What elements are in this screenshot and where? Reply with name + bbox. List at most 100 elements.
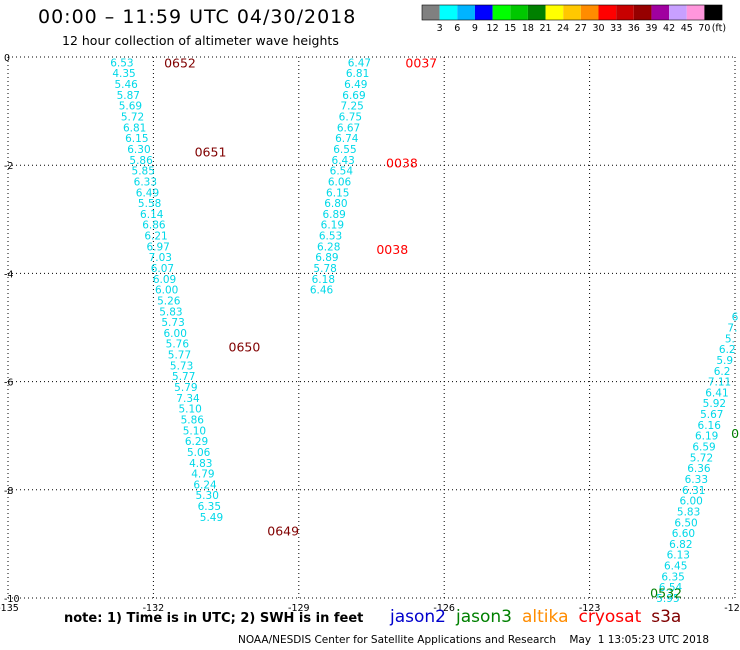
legend-label: 24 xyxy=(557,23,569,34)
wave-height-value: 5.72 xyxy=(121,112,144,124)
wave-height-value: 5.77 xyxy=(168,350,191,362)
wave-height-value: 5.26 xyxy=(157,295,181,307)
map-grid xyxy=(7,56,736,599)
wave-height-value: 6.15 xyxy=(125,133,148,145)
wave-height-value: 5.9 xyxy=(716,355,733,367)
wave-height-value: 7.11 xyxy=(708,377,731,389)
legend-label: 21 xyxy=(540,23,552,34)
y-tick-label: -6 xyxy=(4,378,13,389)
color-legend: 3 6 9 12 15 18 21 24 27 30 33 36 39 42 45 70 (ft) xyxy=(421,4,726,34)
legend-swatch xyxy=(616,5,634,20)
footer-credit: NOAA/NESDIS Center for Satellite Applica… xyxy=(238,634,710,646)
wave-height-value: 6.50 xyxy=(674,517,697,529)
y-tick-label: -8 xyxy=(4,486,13,497)
wave-height-value: 7.25 xyxy=(340,101,363,113)
legend-label: 27 xyxy=(575,23,587,34)
wave-height-value: 5.79 xyxy=(174,382,197,394)
wave-height-value: 7. xyxy=(727,323,737,335)
wave-height-value: 6.35 xyxy=(198,501,221,513)
satellite-tracks: 6.534.355.465.875.695.726.816.156.305.86… xyxy=(110,57,738,605)
legend-swatch xyxy=(545,5,564,20)
wave-height-value: 6.75 xyxy=(339,112,362,124)
legend-label: 30 xyxy=(592,23,604,34)
wave-height-value: 5.69 xyxy=(119,101,142,113)
wave-height-value: 5.86 xyxy=(181,414,205,426)
wave-height-value: 6.31 xyxy=(682,485,705,497)
wave-height-value: 6.33 xyxy=(685,474,708,486)
wave-height-value: 5.10 xyxy=(183,425,206,437)
wave-height-value: 6.19 xyxy=(321,220,344,232)
wave-height-value: 6.46 xyxy=(310,285,334,297)
satellite-altika: altika xyxy=(522,607,569,627)
wave-height-value: 4.35 xyxy=(112,68,135,80)
wave-height-value: 7.03 xyxy=(149,252,172,264)
wave-height-value: 6.82 xyxy=(669,539,692,551)
wave-height-value: 6.74 xyxy=(335,133,359,145)
legend-swatch xyxy=(686,5,705,20)
wave-height-value: 5.46 xyxy=(114,79,138,91)
wave-height-value: 6.14 xyxy=(140,209,164,221)
wave-height-value: 6.00 xyxy=(164,328,187,340)
legend-swatch xyxy=(527,5,546,20)
wave-height-value: 6.18 xyxy=(312,274,335,286)
wave-height-value: 4.79 xyxy=(191,469,214,481)
wave-height-value: 6.2 xyxy=(714,366,731,378)
legend-label: 12 xyxy=(487,23,499,34)
wave-height-value: 6.16 xyxy=(698,420,722,432)
wave-height-value: 5.73 xyxy=(161,317,184,329)
wave-height-value: 6.89 xyxy=(315,252,338,264)
wave-height-value: 6.07 xyxy=(151,263,174,275)
legend-label: 33 xyxy=(610,23,622,34)
wave-height-value: 6.24 xyxy=(193,479,217,491)
legend-label: 45 xyxy=(681,23,693,34)
wave-height-value: 6.49 xyxy=(136,187,159,199)
time-label: 0651 xyxy=(195,145,227,160)
legend-label: 42 xyxy=(663,23,675,34)
wave-height-value: 5.72 xyxy=(690,452,713,464)
wave-height-value: 6.15 xyxy=(326,187,349,199)
time-labels: 0652 0651 0650 0649 0037 0038 0038 0532 0 xyxy=(164,55,739,600)
wave-height-value: 6.59 xyxy=(692,442,715,454)
legend-swatch xyxy=(422,5,440,20)
wave-height-value: 5.85 xyxy=(132,166,155,178)
legend-swatch xyxy=(598,5,617,20)
wave-height-value: 6.81 xyxy=(346,68,369,80)
legend-swatch xyxy=(633,5,652,20)
x-tick-label: -123 xyxy=(579,603,601,614)
wave-height-value: 6.54 xyxy=(330,166,354,178)
time-label: 0649 xyxy=(267,523,299,538)
wave-height-value: 6.33 xyxy=(134,176,157,188)
wave-height-value: 7.34 xyxy=(176,393,200,405)
wave-height-value: 6.35 xyxy=(661,571,684,583)
legend-label: 39 xyxy=(645,23,657,34)
wave-height-value: 5.76 xyxy=(166,339,190,351)
satellite-cryosat: cryosat xyxy=(578,607,642,627)
wave-height-value: 6.30 xyxy=(127,144,150,156)
wave-height-value: 6.06 xyxy=(328,176,352,188)
wave-height-value: 5.67 xyxy=(700,409,723,421)
wave-height-value: 6.47 xyxy=(348,57,371,69)
x-tick-label: -120 xyxy=(724,603,740,614)
legend-swatch xyxy=(651,5,670,20)
wave-height-value: 6.19 xyxy=(695,431,718,443)
time-label: 0532 xyxy=(650,586,682,601)
wave-height-value: 6.89 xyxy=(322,209,345,221)
legend-label: 9 xyxy=(472,23,478,34)
wave-height-value: 4.83 xyxy=(189,458,212,470)
legend-label: 3 xyxy=(437,23,443,34)
satellite-jason3: jason3 xyxy=(456,607,512,627)
legend-swatch xyxy=(580,5,599,20)
legend-unit: (ft) xyxy=(712,23,726,34)
legend-label: 36 xyxy=(628,23,640,34)
legend-swatch xyxy=(439,5,458,20)
axis-ticks: -135 -132 -129 -126 -123 -120 0 -2 -4 -6 -8 -10 xyxy=(0,53,740,614)
wave-height-value: 6.09 xyxy=(153,274,176,286)
wave-height-value: 6.13 xyxy=(667,550,690,562)
legend-label: 15 xyxy=(504,23,516,34)
wave-height-value: 6.00 xyxy=(679,496,702,508)
page-subtitle: 12 hour collection of altimeter wave hei… xyxy=(62,33,339,48)
x-tick-label: -135 xyxy=(0,603,19,614)
wave-height-value: 6.53 xyxy=(110,57,133,69)
wave-height-value: 5.83 xyxy=(159,306,182,318)
